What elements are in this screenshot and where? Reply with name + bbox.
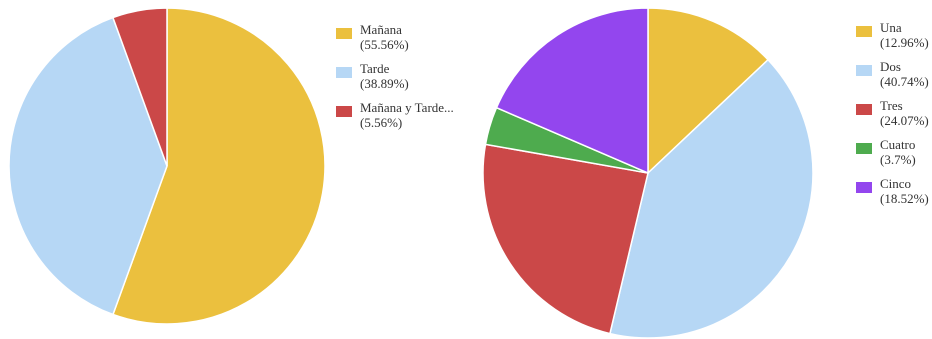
legend-label: Mañana y Tarde... — [360, 100, 454, 115]
legend-cantidad: Una (12.96%) Dos (40.74%) Tres (24.07%) … — [856, 20, 929, 215]
pie-slice-tres — [482, 143, 649, 335]
legend-label: Cinco — [880, 176, 912, 191]
legend-item-dos: Dos (40.74%) — [856, 59, 929, 89]
legend-swatch — [856, 143, 872, 154]
legend-percent: (12.96%) — [880, 35, 929, 50]
legend-label: Tres — [880, 98, 903, 113]
legend-label: Dos — [880, 59, 901, 74]
legend-swatch — [856, 182, 872, 193]
legend-swatch — [336, 67, 352, 78]
legend-percent: (55.56%) — [360, 37, 409, 52]
legend-label: Cuatro — [880, 137, 916, 152]
legend-percent: (24.07%) — [880, 113, 929, 128]
legend-percent: (18.52%) — [880, 191, 929, 206]
legend-percent: (38.89%) — [360, 76, 409, 91]
legend-turno: Mañana (55.56%) Tarde (38.89%) Mañana y … — [336, 22, 454, 139]
pie-slice-mañana-y-tarde — [111, 7, 168, 167]
legend-swatch — [856, 65, 872, 76]
pie-chart-turno — [8, 7, 326, 325]
pie-slice-tarde — [8, 16, 168, 316]
legend-item-manana: Mañana (55.56%) — [336, 22, 454, 52]
legend-item-cuatro: Cuatro (3.7%) — [856, 137, 929, 167]
legend-label: Mañana — [360, 22, 402, 37]
legend-label: Una — [880, 20, 902, 35]
legend-percent: (5.56%) — [360, 115, 403, 130]
legend-swatch — [336, 106, 352, 117]
pie-slice-mañana — [112, 7, 326, 325]
pie-slice-una — [647, 7, 770, 175]
legend-swatch — [856, 104, 872, 115]
legend-item-cinco: Cinco (18.52%) — [856, 176, 929, 206]
legend-swatch — [336, 28, 352, 39]
pie-slice-cinco — [495, 7, 649, 175]
legend-label: Tarde — [360, 61, 390, 76]
legend-percent: (3.7%) — [880, 152, 916, 167]
pie-slice-dos — [609, 58, 814, 339]
legend-swatch — [856, 26, 872, 37]
legend-percent: (40.74%) — [880, 74, 929, 89]
legend-item-tarde: Tarde (38.89%) — [336, 61, 454, 91]
legend-item-tres: Tres (24.07%) — [856, 98, 929, 128]
legend-item-una: Una (12.96%) — [856, 20, 929, 50]
legend-item-manana-y-tarde: Mañana y Tarde... (5.56%) — [336, 100, 454, 130]
pie-chart-cantidad — [482, 7, 814, 339]
